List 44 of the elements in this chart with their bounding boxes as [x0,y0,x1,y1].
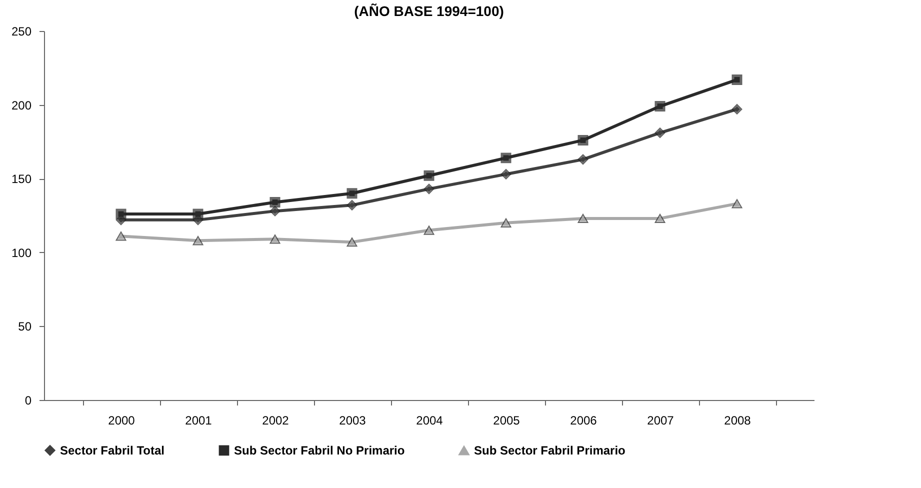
point [424,226,434,235]
point [500,168,512,180]
point [654,214,666,224]
x-tick-label: 2005 [493,414,520,428]
point [116,232,126,241]
x-tick-label: 2006 [570,414,598,428]
point [270,206,280,216]
point [270,234,280,244]
y-tick-label: 250 [11,24,32,38]
x-tick-label: 2007 [647,414,674,428]
x-tick-label: 2003 [339,414,366,428]
point [116,208,126,220]
chart-title: (AÑO BASE 1994=100) [354,3,504,19]
point [346,200,358,210]
x-tick-label: 2002 [262,414,290,428]
point [732,74,742,85]
point [654,101,666,112]
point [424,170,434,181]
point [192,236,204,246]
point [192,208,204,220]
legend-label: Sub Sector Fabril No Primario [234,443,405,458]
point [578,134,588,146]
point [424,184,434,194]
y-tick-label: 100 [11,246,32,260]
point [732,104,742,114]
x-tick-label: 2004 [416,414,444,428]
y-tick-label: 150 [11,172,32,186]
point [578,214,588,224]
y-tick-label: 50 [18,320,32,334]
x-tick-label: 2000 [108,414,136,428]
x-tick-label: 2008 [724,414,752,428]
point [500,218,512,228]
legend-label: Sub Sector Fabril Primario [474,444,626,458]
point [346,188,358,199]
point [270,196,280,208]
y-tick-label: 0 [24,394,32,408]
x-tick-label: 2001 [185,414,212,428]
point [654,128,666,138]
point [578,154,588,165]
y-tick-label: 200 [11,98,32,112]
point [500,152,512,164]
legend-label: Sector Fabril Total [60,443,164,458]
point [732,199,742,208]
point [346,237,358,247]
